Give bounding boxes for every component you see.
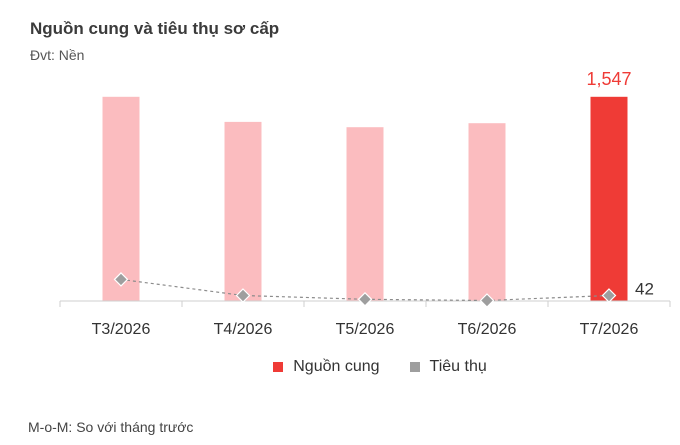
legend-label-supply: Nguồn cung bbox=[293, 358, 380, 375]
legend-swatch-supply bbox=[273, 362, 284, 372]
chart-title: Nguồn cung và tiêu thụ sơ cấp bbox=[30, 19, 280, 38]
x-tick-label: T5/2026 bbox=[336, 321, 395, 338]
bar-t3-2026 bbox=[102, 96, 140, 301]
bar-t4-2026 bbox=[224, 121, 262, 302]
footnote: M-o-M: So với tháng trước bbox=[28, 419, 194, 435]
consumption-point-t5-2026 bbox=[357, 291, 373, 307]
x-tick-label: T3/2026 bbox=[92, 321, 151, 338]
bar-t6-2026 bbox=[468, 123, 506, 301]
data-label-consumption: 42 bbox=[635, 280, 654, 299]
bar-t5-2026 bbox=[346, 127, 384, 301]
x-tick-label: T6/2026 bbox=[458, 321, 517, 338]
chart-unit: Đvt: Nền bbox=[30, 47, 85, 63]
x-tick-label: T4/2026 bbox=[214, 321, 273, 338]
consumption-point-t3-2026 bbox=[113, 272, 129, 287]
legend-item-consumption: Tiêu thụ bbox=[409, 358, 487, 376]
legend-item-supply: Nguồn cung bbox=[273, 358, 380, 376]
chart-legend: Nguồn cung Tiêu thụ bbox=[0, 358, 680, 376]
x-tick-label: T7/2026 bbox=[580, 321, 639, 338]
legend-label-consumption: Tiêu thụ bbox=[429, 358, 487, 375]
consumption-point-t7-2026 bbox=[601, 288, 617, 303]
consumption-point-t4-2026 bbox=[235, 288, 251, 303]
bar-t7-2026 bbox=[590, 96, 628, 301]
chart-plot: T3/2026 T4/2026 T5/2026 T6/2026 T7/2026 1,547… bbox=[59, 69, 671, 338]
legend-swatch-consumption bbox=[409, 362, 420, 372]
consumption-point-t6-2026 bbox=[479, 293, 495, 308]
data-label-supply: 1,547 bbox=[586, 69, 631, 89]
